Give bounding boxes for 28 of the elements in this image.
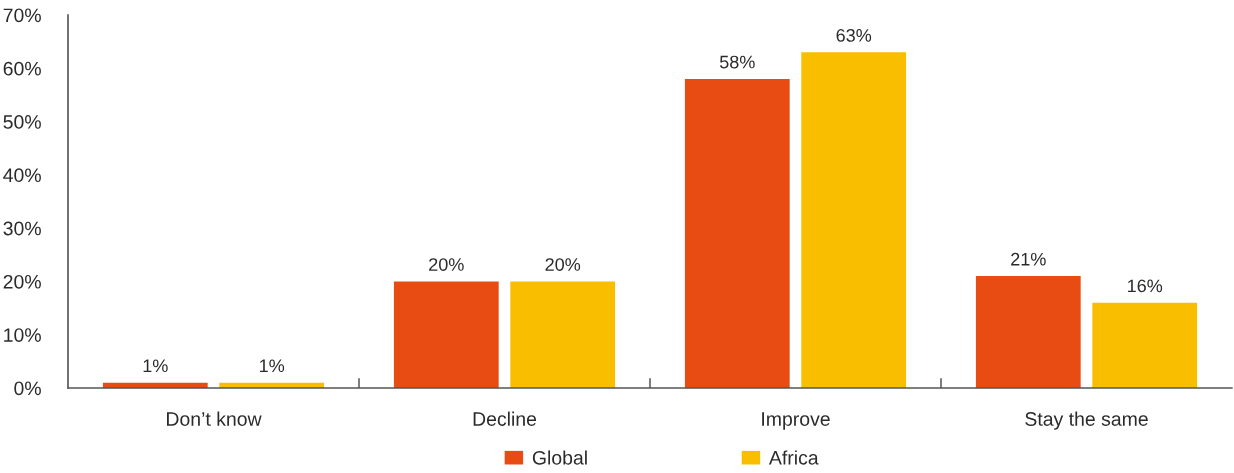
bar (801, 52, 907, 388)
x-tick-label: Don’t know (167, 411, 262, 426)
data-label: 20% (429, 258, 464, 271)
bar (510, 281, 616, 388)
data-label: 58% (719, 55, 755, 69)
bar (1092, 302, 1198, 388)
y-tick-label: 0% (14, 381, 41, 396)
y-tick-label: 10% (4, 328, 41, 342)
y-tick-label: 70% (3, 8, 41, 23)
data-label: 20% (545, 258, 581, 271)
data-label: 16% (1128, 279, 1163, 293)
y-tick-label: 60% (3, 61, 41, 76)
x-tick-label: Improve (762, 412, 830, 430)
y-tick-label: 30% (3, 221, 41, 236)
data-label: 63% (836, 29, 872, 42)
legend-label: Africa (768, 450, 819, 465)
bar (684, 78, 790, 388)
x-tick-label: Decline (473, 411, 537, 426)
legend-label: Global (532, 450, 587, 465)
data-label: 1% (260, 359, 285, 373)
bar (975, 276, 1081, 388)
data-label: 21% (1011, 252, 1046, 266)
x-tick-label: Stay the same (1025, 411, 1148, 430)
y-tick-label: 50% (3, 115, 41, 129)
data-label: 1% (143, 359, 168, 373)
y-tick-label: 20% (3, 274, 41, 289)
y-tick-label: 40% (3, 168, 41, 183)
bar (393, 281, 499, 388)
